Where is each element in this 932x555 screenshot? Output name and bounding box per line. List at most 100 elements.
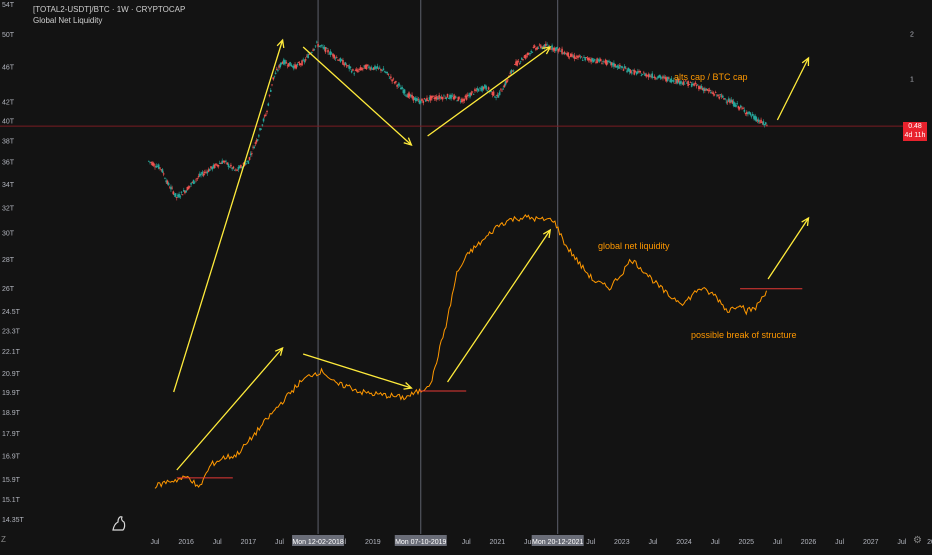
settings-gear-icon[interactable]: ⚙ — [913, 535, 922, 546]
candle-body — [354, 70, 357, 72]
candle-body — [416, 98, 418, 101]
candle-body — [745, 112, 748, 115]
candle-body — [555, 47, 557, 52]
candle-body — [295, 64, 298, 69]
candle-body — [658, 74, 661, 78]
candle-body — [424, 99, 427, 102]
candle-body — [736, 103, 738, 105]
candle-body — [635, 71, 638, 75]
candle-body — [246, 161, 248, 163]
candle-body — [681, 82, 683, 84]
candle-body — [432, 95, 434, 97]
symbol-title[interactable]: [TOTAL2-USDT]/BTC · 1W · CRYPTOCAP — [33, 5, 186, 14]
date-badge — [394, 535, 447, 546]
candle-body — [652, 76, 655, 78]
trend-arrow-head — [276, 38, 285, 49]
candle-body — [321, 45, 323, 47]
candle-body — [693, 83, 695, 86]
x-axis-tick: 2019 — [365, 539, 381, 546]
candle-body — [504, 81, 507, 86]
candle-body — [720, 95, 723, 97]
candle-body — [186, 186, 189, 191]
candle-body — [365, 65, 368, 70]
candle-body — [311, 52, 313, 53]
candle-body — [469, 93, 471, 97]
trend-arrow-head — [274, 346, 284, 356]
candle-body — [423, 98, 426, 99]
candle-body — [510, 69, 513, 74]
left-axis-tick: 19.9T — [2, 390, 21, 397]
candle-body — [390, 76, 392, 78]
candle-body — [762, 121, 765, 125]
candle-body — [381, 70, 383, 71]
candle-body — [225, 160, 227, 162]
candle-body — [566, 53, 568, 56]
candle-body — [462, 99, 464, 102]
x-axis-tick: 2017 — [241, 539, 257, 546]
candle-body — [290, 64, 293, 67]
candle-body — [288, 63, 290, 67]
x-axis-tick: 2024 — [676, 539, 692, 546]
candle-body — [313, 48, 316, 50]
zoom-toggle-icon[interactable]: Z — [1, 535, 6, 544]
candle-body — [456, 100, 458, 102]
candle-body — [247, 161, 250, 164]
candle-body — [512, 70, 515, 72]
candle-body — [429, 96, 432, 101]
candle-body — [245, 162, 247, 165]
candle-body — [332, 53, 334, 57]
candle-body — [750, 115, 753, 117]
candle-body — [251, 153, 253, 155]
candle-body — [418, 100, 421, 104]
countdown-timer: 4d 11h — [904, 132, 926, 139]
left-axis-tick: 28T — [2, 257, 15, 264]
candle-body — [298, 63, 301, 66]
candle-body — [514, 64, 516, 65]
candle-body — [272, 77, 275, 80]
candle-body — [761, 122, 764, 124]
left-axis-tick: 23.3T — [2, 329, 21, 336]
candle-body — [297, 62, 300, 64]
candle-body — [591, 58, 594, 62]
candle-body — [754, 115, 756, 121]
candle-body — [583, 56, 585, 58]
candle-body — [281, 62, 284, 64]
indicator-title[interactable]: Global Net Liquidity — [33, 16, 103, 25]
left-axis-tick: 22.1T — [2, 349, 21, 356]
candle-body — [327, 49, 329, 53]
candle-body — [617, 66, 620, 69]
candle-body — [665, 77, 668, 82]
candle-body — [339, 58, 342, 62]
x-axis-tick: Jul — [835, 539, 844, 546]
candle-body — [187, 186, 190, 190]
candle-body — [698, 85, 700, 90]
candle-body — [380, 69, 382, 71]
candle-body — [267, 103, 270, 106]
candle-body — [495, 97, 497, 99]
candle-body — [732, 101, 735, 106]
candle-body — [291, 65, 294, 67]
candle-body — [228, 166, 231, 168]
candle-body — [273, 75, 276, 77]
x-axis-tick: 2023 — [614, 539, 630, 546]
candle-body — [322, 46, 324, 48]
candle-body — [417, 99, 420, 101]
candle-body — [447, 98, 450, 99]
candle-body — [231, 167, 233, 170]
candle-body — [364, 64, 367, 69]
left-axis-tick: 34T — [2, 182, 15, 189]
candle-body — [470, 92, 473, 96]
candle-body — [541, 47, 543, 49]
candle-body — [383, 71, 386, 73]
candle-body — [192, 179, 195, 184]
x-axis-tick: 2025 — [738, 539, 754, 546]
candle-body — [316, 41, 318, 43]
candle-body — [646, 75, 649, 77]
candle-body — [211, 166, 214, 170]
candle-body — [567, 52, 570, 57]
candle-body — [275, 69, 278, 71]
candle-body — [569, 53, 572, 57]
candle-body — [747, 112, 749, 115]
